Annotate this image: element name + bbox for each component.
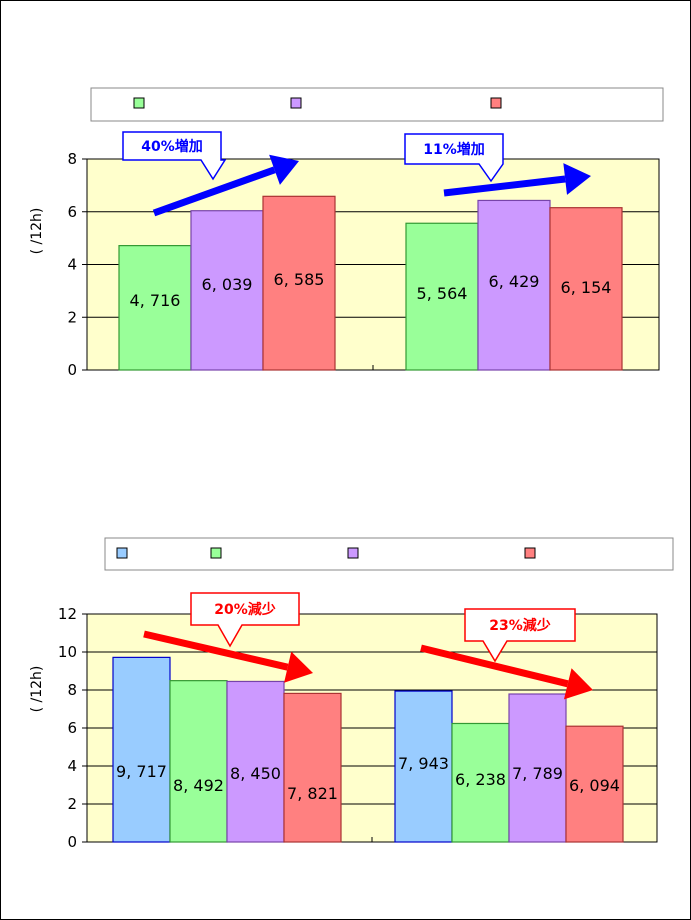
bar [283, 692, 342, 843]
legend-swatch-3 [347, 547, 359, 559]
y-tick-label: 4 [67, 256, 77, 274]
data-label: 7, 789 [512, 764, 563, 783]
callout-box [404, 133, 504, 183]
y-tick-label: 8 [67, 150, 77, 168]
data-label: 6, 238 [455, 770, 506, 789]
trend-arrow-shaft [420, 644, 569, 688]
y-tick-label: 2 [67, 308, 77, 326]
trend-arrow-head [284, 651, 313, 683]
legend-swatch-4 [524, 547, 536, 559]
callout-text: 23%減少 [489, 617, 551, 634]
data-label: 5, 564 [417, 284, 468, 303]
y-tick-label: 0 [67, 361, 77, 379]
y-tick-label: 2 [67, 795, 77, 813]
trend-arrow-head [269, 154, 299, 185]
callout-box [464, 608, 576, 663]
trend-arrow-head [563, 163, 591, 195]
trend-arrow-shaft [152, 166, 276, 217]
callout-box [190, 592, 300, 648]
bar [451, 722, 510, 843]
legend [104, 537, 674, 571]
data-label: 7, 821 [287, 784, 338, 803]
callout-1: 40%増加 [122, 131, 227, 181]
y-axis-label: ( /12h) [29, 666, 45, 713]
data-label: 8, 492 [173, 776, 224, 795]
y-tick-label: 6 [67, 719, 77, 737]
bar [394, 690, 453, 843]
y-tick-label: 4 [67, 757, 77, 775]
data-label: 6, 429 [489, 272, 540, 291]
bar [565, 725, 624, 843]
y-tick-label: 0 [67, 833, 77, 851]
bar [549, 207, 623, 371]
data-label: 6, 039 [202, 275, 253, 294]
legend-swatch-3 [490, 97, 502, 109]
trend-arrow-shaft [443, 175, 566, 197]
legend-swatch-2 [210, 547, 222, 559]
data-label: 6, 154 [561, 278, 612, 297]
callout-1: 20%減少 [190, 592, 300, 648]
legend-box [90, 87, 664, 122]
bar [190, 210, 264, 371]
trend-arrow-head [563, 668, 593, 700]
bar [226, 680, 285, 843]
legend-box [104, 537, 674, 571]
bar [112, 656, 171, 843]
data-label: 8, 450 [230, 764, 281, 783]
y-tick-label: 8 [67, 681, 77, 699]
legend [90, 87, 664, 122]
legend-swatch-1 [133, 97, 145, 109]
callout-text: 11%増加 [423, 141, 485, 158]
y-tick-label: 10 [58, 643, 77, 661]
legend-swatch-1 [116, 547, 128, 559]
bar [477, 199, 551, 371]
data-label: 6, 094 [569, 776, 620, 795]
chart-1: 0 2 4 6 8 ( /12h) 4, 716 5, 564 6, 039 6, 429 6, 5… [29, 87, 664, 379]
bar [405, 222, 479, 371]
data-label: 9, 717 [116, 762, 167, 781]
bar [169, 680, 228, 843]
trend-arrow-shaft [143, 630, 289, 671]
data-label: 4, 716 [130, 291, 181, 310]
callout-text: 40%増加 [141, 138, 203, 155]
y-tick-label: 12 [58, 605, 77, 623]
bar [262, 195, 336, 371]
legend-swatch-2 [290, 97, 302, 109]
callout-2: 11%増加 [404, 133, 504, 183]
y-tick-label: 6 [67, 203, 77, 221]
callout-box [122, 131, 227, 181]
chart-2: 0 2 4 6 8 10 12 ( /12h) 9, 717 7, 943 8, 492 6, 238… [29, 537, 674, 851]
bar [508, 693, 567, 843]
callout-2: 23%減少 [464, 608, 576, 663]
bar [118, 245, 192, 371]
y-axis-label: ( /12h) [29, 208, 45, 255]
data-label: 6, 585 [274, 270, 325, 289]
callout-text: 20%減少 [214, 601, 276, 618]
data-label: 7, 943 [398, 754, 449, 773]
